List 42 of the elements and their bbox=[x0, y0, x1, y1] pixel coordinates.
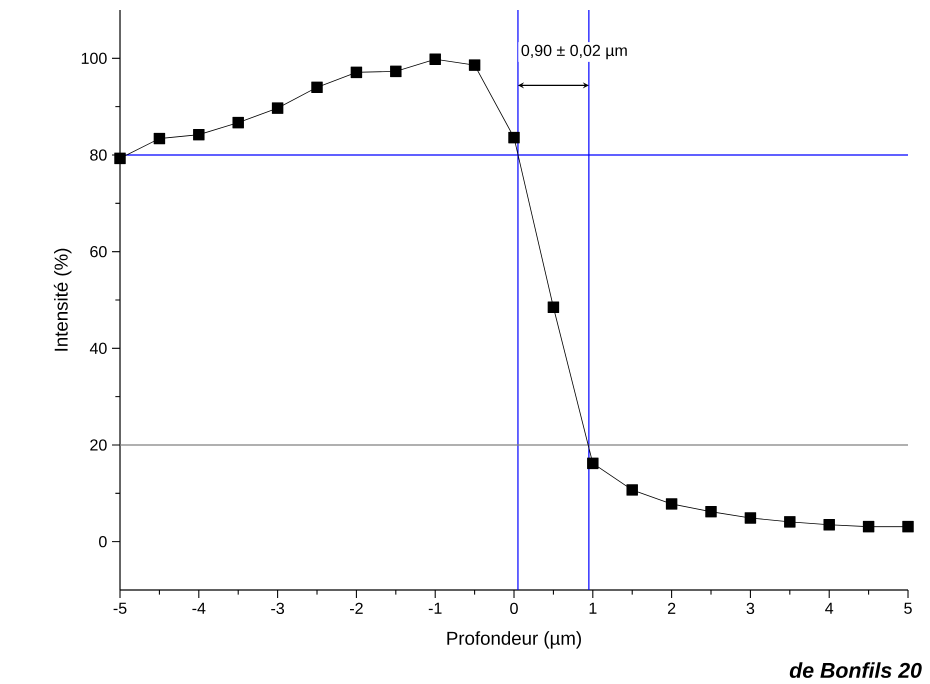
y-tick-label: 60 bbox=[90, 246, 107, 258]
point bbox=[272, 102, 284, 114]
point bbox=[350, 66, 362, 78]
x-tick-label: 2 bbox=[668, 602, 676, 614]
x-tick-label: -1 bbox=[428, 602, 442, 614]
y-tick-label: 100 bbox=[82, 52, 107, 64]
point bbox=[823, 519, 835, 530]
y-tick-label: 40 bbox=[90, 342, 107, 354]
point bbox=[154, 132, 166, 144]
point bbox=[705, 506, 717, 518]
x-tick-label: 3 bbox=[746, 602, 754, 614]
x-tick-label: 0 bbox=[510, 602, 518, 614]
y-axis-title: Intensité (%) bbox=[54, 248, 72, 351]
point bbox=[548, 302, 560, 313]
point bbox=[468, 59, 480, 71]
point bbox=[587, 458, 599, 470]
point bbox=[862, 520, 874, 532]
x-tick-label: -3 bbox=[271, 602, 284, 614]
point bbox=[429, 54, 441, 66]
point bbox=[902, 520, 914, 532]
point bbox=[626, 484, 638, 496]
point bbox=[390, 66, 402, 78]
x-tick-label: 5 bbox=[904, 602, 912, 614]
x-tick-label: -5 bbox=[114, 602, 126, 614]
point bbox=[666, 498, 678, 510]
point bbox=[193, 128, 205, 140]
text: de Bonfils 20 bbox=[790, 662, 922, 678]
point bbox=[232, 116, 244, 128]
x-tick-label: 4 bbox=[825, 602, 834, 614]
point bbox=[784, 516, 796, 528]
x-tick-label: -4 bbox=[192, 602, 206, 614]
y-tick-label: 80 bbox=[90, 149, 107, 161]
point bbox=[311, 82, 323, 94]
annotation: 0,90 ± 0,02 µm bbox=[522, 44, 627, 60]
point bbox=[114, 152, 126, 164]
y-tick-label: 20 bbox=[90, 439, 107, 451]
x-tick-label: 1 bbox=[590, 602, 596, 614]
y-tick-label: 0 bbox=[99, 536, 107, 548]
x-tick-label: -2 bbox=[350, 602, 363, 614]
point bbox=[744, 512, 756, 524]
x-axis-title: Profondeur (µm) bbox=[447, 631, 581, 649]
point bbox=[508, 132, 520, 144]
